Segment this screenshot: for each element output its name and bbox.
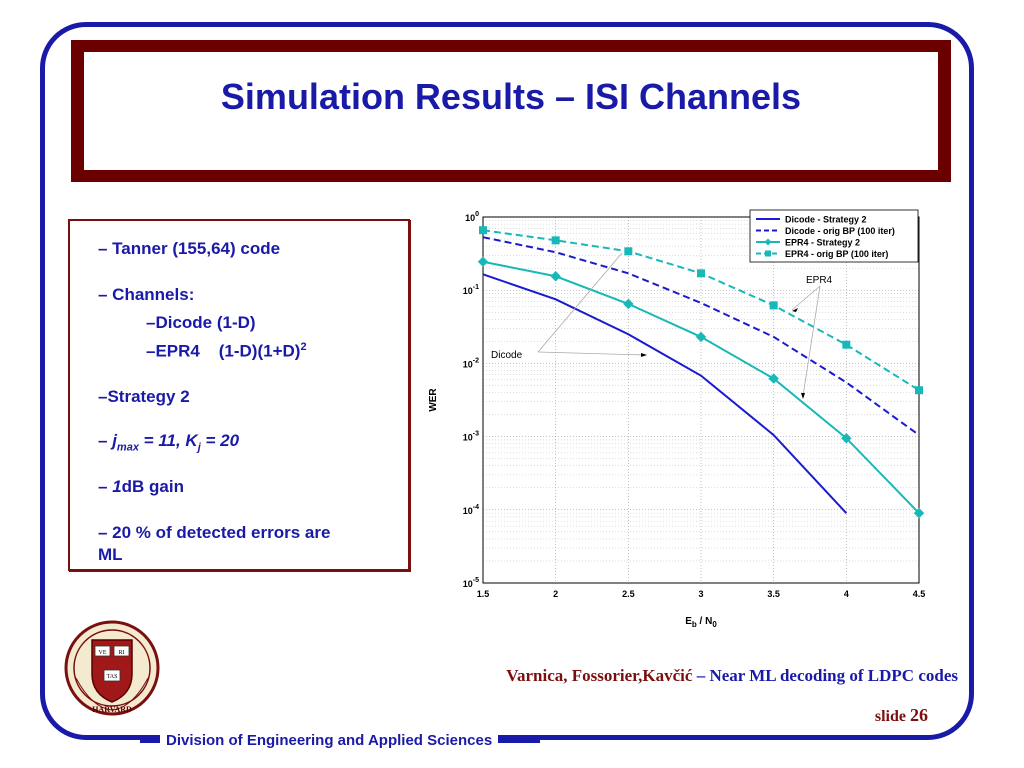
citation-title: – Near ML decoding of LDPC codes bbox=[692, 666, 958, 685]
bullet-dicode: –Dicode (1-D) bbox=[146, 313, 256, 332]
slide-title: Simulation Results – ISI Channels bbox=[220, 76, 802, 117]
bullet-epr4: –EPR4 (1-D)(1+D)2 bbox=[146, 341, 307, 362]
seal-word-2: RI bbox=[119, 650, 125, 656]
bullet-gain: – 1dB gain bbox=[98, 477, 184, 497]
bullet-gain-dash: – bbox=[98, 477, 113, 496]
annotation-epr4-line-1 bbox=[791, 285, 821, 311]
seal-word-1: VE bbox=[99, 650, 107, 656]
data-point bbox=[913, 507, 925, 519]
data-point bbox=[841, 433, 852, 444]
annotation-dicode-line-2 bbox=[537, 351, 647, 356]
bullet-params-j: j bbox=[112, 431, 117, 450]
slide-frame bbox=[40, 22, 974, 740]
citation: Varnica, Fossorier,Kavčić – Near ML deco… bbox=[506, 666, 958, 686]
x-tick-label: 4.5 bbox=[913, 589, 926, 599]
y-tick-label: 10-4 bbox=[463, 504, 479, 516]
y-tick-label: 10-2 bbox=[463, 357, 479, 369]
annotation-dicode-arrow-2 bbox=[641, 353, 647, 357]
bullet-params: – jmax = 11, Kj = 20 bbox=[98, 431, 239, 453]
legend-marker bbox=[764, 238, 772, 246]
annotation-epr4: EPR4 bbox=[806, 275, 833, 286]
y-tick-label: 10-3 bbox=[463, 431, 479, 443]
data-point bbox=[915, 386, 923, 395]
data-point bbox=[695, 331, 707, 343]
title-banner-inner: Simulation Results – ISI Channels bbox=[85, 54, 937, 168]
bullet-params-end: = 20 bbox=[200, 431, 240, 450]
bullet-box: – Tanner (155,64) code – Channels: –Dico… bbox=[68, 219, 410, 571]
x-tick-label: 4 bbox=[844, 589, 849, 599]
annotation-dicode-line-1 bbox=[537, 252, 623, 353]
x-tick-label: 2 bbox=[553, 589, 558, 599]
seal-word-3: TAS bbox=[107, 674, 118, 680]
data-point bbox=[697, 269, 705, 278]
annotation-dicode: Dicode bbox=[491, 350, 523, 361]
data-point bbox=[624, 247, 633, 256]
bullet-params-jsub: j bbox=[197, 441, 201, 454]
bullet-gain-rest: dB gain bbox=[121, 477, 184, 496]
bullet-params-dash: – bbox=[98, 431, 113, 450]
bullet-strategy: –Strategy 2 bbox=[98, 387, 190, 406]
annotation-epr4-arrow-1 bbox=[792, 308, 798, 312]
chart-annotations: Dicode EPR4 bbox=[491, 251, 840, 399]
bullet-ml-line2: ML bbox=[98, 545, 123, 564]
title-banner: Simulation Results – ISI Channels bbox=[71, 40, 951, 182]
chart-ticks: 1.5 2 2.5 3 3.5 4 4.5 100 10-1 10-2 10-3 10-4 10-5 bbox=[463, 211, 926, 599]
bullet-epr4-exp: 2 bbox=[300, 341, 307, 353]
wer-chart: 1.5 2 2.5 3 3.5 4 4.5 100 10-1 10-2 10-3 10-4 10-5 D… bbox=[428, 209, 926, 629]
footer-department: Division of Engineering and Applied Scie… bbox=[160, 732, 499, 749]
seal-text: HARVARD bbox=[92, 705, 132, 714]
data-point bbox=[623, 298, 634, 310]
data-point bbox=[551, 236, 560, 245]
harvard-seal: VE RI TAS HARVARD bbox=[64, 620, 160, 716]
slide-number-value: 26 bbox=[910, 705, 928, 725]
x-tick-label: 3 bbox=[698, 589, 703, 599]
data-point bbox=[769, 301, 778, 310]
series-line bbox=[482, 273, 848, 514]
x-axis-label: Eb / N0 bbox=[685, 616, 717, 629]
bullet-code: – Tanner (155,64) code bbox=[98, 239, 281, 258]
bullet-ml-line1: – 20 % of detected errors are bbox=[98, 523, 331, 542]
bullet-gain-one: 1 bbox=[112, 477, 122, 496]
y-tick-label: 100 bbox=[465, 211, 479, 223]
annotation-epr4-bg bbox=[802, 272, 840, 286]
data-point bbox=[550, 271, 561, 282]
legend-label: EPR4 - Strategy 2 bbox=[785, 238, 860, 248]
x-tick-label: 1.5 bbox=[477, 589, 490, 599]
annotation-epr4-line-2 bbox=[802, 285, 821, 397]
plot-area-border bbox=[482, 216, 920, 584]
bullet-params-mid: = 11, K bbox=[138, 431, 198, 450]
chart-series bbox=[477, 226, 925, 519]
y-tick-label: 10-5 bbox=[463, 577, 479, 589]
data-point bbox=[842, 340, 851, 349]
data-point bbox=[768, 373, 779, 384]
slide-label: slide bbox=[874, 708, 906, 725]
x-tick-label: 2.5 bbox=[622, 589, 635, 599]
citation-authors: Varnica, Fossorier,Kavčić bbox=[506, 666, 693, 685]
x-tick-label: 3.5 bbox=[767, 589, 780, 599]
bullet-epr4-text: –EPR4 (1-D)(1+D) bbox=[146, 341, 301, 361]
legend-label: EPR4 - orig BP (100 iter) bbox=[785, 249, 888, 259]
bullet-params-max: max bbox=[116, 441, 139, 454]
annotation-epr4-arrow-2 bbox=[801, 393, 805, 399]
legend-label: Dicode - orig BP (100 iter) bbox=[785, 226, 895, 236]
slide-number: slide 26 bbox=[875, 705, 928, 726]
data-point bbox=[479, 226, 487, 235]
data-point bbox=[477, 256, 489, 267]
y-axis-label: WER bbox=[428, 388, 439, 412]
legend-label: Dicode - Strategy 2 bbox=[785, 215, 867, 225]
y-tick-label: 10-1 bbox=[463, 284, 479, 296]
bullet-channels: – Channels: bbox=[98, 285, 195, 304]
legend-marker bbox=[765, 250, 771, 257]
